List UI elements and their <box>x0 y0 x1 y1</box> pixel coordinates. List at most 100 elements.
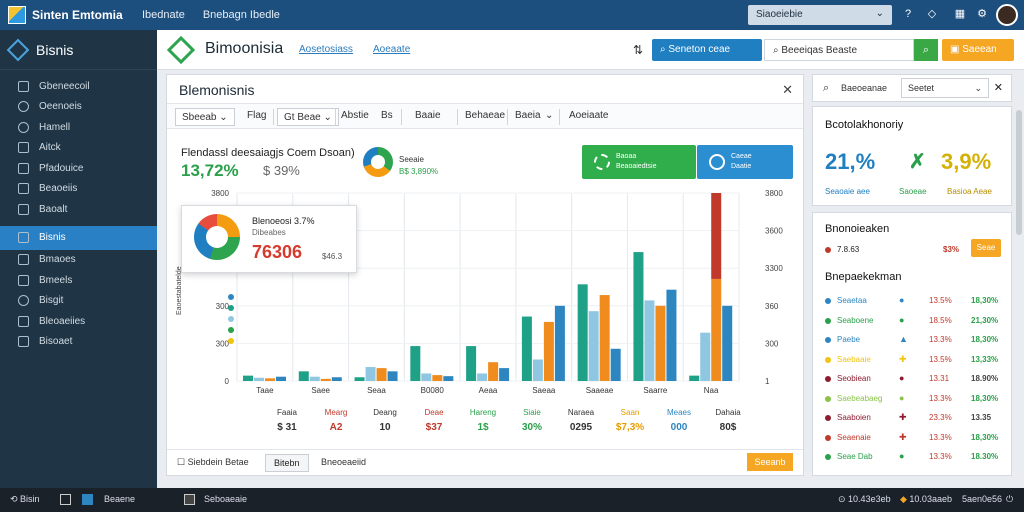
search-input[interactable]: ⌕ Beeeiqas Beaste <box>764 39 914 61</box>
y-axis-label: Eaoestabatelde <box>176 266 183 315</box>
sidebar-item-bisnis[interactable]: Bisnis <box>0 225 157 250</box>
list-item[interactable]: 7.8.63 $3% <box>825 244 1005 258</box>
list-item-value: 13.31 <box>929 374 950 383</box>
toolbar-dropdown[interactable]: Gt Beae ⌄ <box>277 108 339 126</box>
search-icon[interactable]: ⌕ <box>823 82 830 94</box>
toolbar-item[interactable]: Aoeiaate <box>569 110 609 121</box>
chart-bar <box>722 305 733 381</box>
kpi-card-blue[interactable]: Caeae Daatie <box>697 145 793 179</box>
toolbar-dropdown-value: Sbeeab <box>182 112 217 123</box>
toolbar-item[interactable]: Bs <box>381 110 393 121</box>
taskbar: ⟲ Bisin Beaene Seboaeaie ⊙ 10.43e3eb ◆ 1… <box>0 488 1024 512</box>
avatar[interactable] <box>996 4 1018 26</box>
sidebar-item-bmaoes[interactable]: Bmaoes <box>0 250 157 271</box>
tray-item[interactable]: 5aen0e56 <box>962 494 1003 504</box>
list-item[interactable]: Seaenaie ✚ 13.3% 18,30% <box>825 432 1005 446</box>
toolbar-dropdown[interactable]: Sbeeab ⌄ <box>175 108 235 126</box>
top-menu-item[interactable]: Ibednate <box>142 9 185 21</box>
tray-item[interactable]: ◆ 10.03aaeb <box>900 494 952 505</box>
footer-item[interactable]: ☐ Siebdein Betae <box>177 457 249 468</box>
table-header: Mearg <box>325 408 348 417</box>
tray-item[interactable]: ⊙ 10.43e3eb <box>838 494 891 505</box>
sidebar-item-label: Bisgit <box>39 295 64 307</box>
bell-icon[interactable]: ◇ <box>927 8 937 20</box>
close-icon[interactable]: ✕ <box>782 82 793 97</box>
primary-action-label: Seneton ceae <box>668 44 731 55</box>
list-item[interactable]: Saaboien ✚ 23.3% 13.35 <box>825 412 1005 426</box>
sort-icon[interactable]: ⇅ <box>633 43 644 57</box>
list-item[interactable]: Saebeabaeg ● 13.3% 18,30% <box>825 393 1005 407</box>
close-icon[interactable]: ✕ <box>993 82 1003 94</box>
toolbar-item[interactable]: Abstie <box>341 110 369 121</box>
taskbar-item[interactable]: Beaene <box>104 494 136 504</box>
sidebar-item-hamell[interactable]: Hamell <box>0 117 157 138</box>
primary-action-button[interactable]: ⌕ Seneton ceae <box>652 39 762 61</box>
marker-icon: ✚ <box>899 412 907 422</box>
footer-action-button[interactable]: Seeanb <box>747 453 793 471</box>
app-icon[interactable] <box>82 494 93 505</box>
list-item-change: 18,30% <box>971 432 999 442</box>
footer-item-label: Siebdein Betae <box>187 457 249 467</box>
sidebar-item-bisoaet[interactable]: Bisoaet <box>0 332 157 353</box>
start-label: Bisin <box>20 494 40 504</box>
table-header: Meaes <box>667 408 691 417</box>
window-icon[interactable] <box>60 494 71 505</box>
tray-item-label: 10.43e3eb <box>848 494 891 504</box>
list-item[interactable]: Saebaaie ✚ 13.5% 13,33% <box>825 354 1005 368</box>
sidebar-item-bleoaeiies[interactable]: Bleoaeiies <box>0 311 157 332</box>
footer-item[interactable]: Bneoeaeiid <box>321 457 367 467</box>
sidebar-item-beaoeiis[interactable]: Beaoeiis <box>0 179 157 200</box>
list-item[interactable]: Seobiean ● 13.31 18.90% <box>825 373 1005 387</box>
top-search-dropdown[interactable]: Siaoeiebie ⌄ <box>748 5 892 25</box>
toolbar-item[interactable]: Behaeae <box>465 110 506 121</box>
sidebar-item-bisgit[interactable]: Bisgit <box>0 291 157 312</box>
header-link[interactable]: Aosetosiass <box>299 44 353 55</box>
marker-icon: ● <box>899 314 905 325</box>
top-menu-item[interactable]: Bnebagn Ibedle <box>202 9 280 21</box>
toolbar-item[interactable]: Baeia <box>515 110 541 121</box>
list-item-name: Seae Dab <box>837 452 873 461</box>
chart-bar <box>365 367 376 381</box>
calendar-icon[interactable]: ▦ <box>954 8 966 20</box>
status-dot <box>825 356 831 363</box>
app-icon[interactable] <box>184 494 195 505</box>
right-tab-label[interactable]: Baeoeanae <box>841 83 888 93</box>
toolbar-item[interactable]: Flag <box>247 110 267 121</box>
panel-toolbar: Sbeeab ⌄ Flag Gt Beae ⌄ Abstie Bs Baaie … <box>167 103 803 129</box>
chart-icon <box>18 254 29 266</box>
search-button[interactable]: ⌕ <box>914 39 938 61</box>
taskbar-item[interactable]: Seboaeaie <box>204 494 248 504</box>
header-link[interactable]: Aoeaate <box>373 44 411 55</box>
settings-icon[interactable]: ⚙ <box>977 8 987 20</box>
list-action-button[interactable]: Seae <box>971 239 1001 257</box>
list-item[interactable]: Paebe ▲ 13.3% 18,30% <box>825 334 1005 348</box>
help-icon[interactable]: ? <box>904 8 912 20</box>
chart-bar <box>243 375 253 381</box>
right-dropdown[interactable]: Seetet ⌄ <box>901 78 989 98</box>
start-button[interactable]: ⟲ Bisin <box>10 494 40 505</box>
doc-icon <box>18 274 29 286</box>
sidebar-brand[interactable]: Bisnis <box>0 30 157 70</box>
toolbar-item[interactable]: Baaie <box>415 110 441 121</box>
kpi-card-green[interactable]: Baoaa Beaoaiedtsie <box>582 145 696 179</box>
action-button[interactable]: ▣ Saeean <box>942 39 1014 61</box>
chevron-down-icon[interactable]: ⌄ <box>545 110 554 121</box>
list-item-change: 13,33% <box>971 354 999 364</box>
sidebar-item-aitck[interactable]: Aitck <box>0 138 157 159</box>
sidebar-item-pfadouice[interactable]: Pfadouice <box>0 158 157 179</box>
table-value: 000 <box>671 422 688 433</box>
sidebar-item-bmeels[interactable]: Bmeels <box>0 270 157 291</box>
list-item[interactable]: Seae Dab ● 13.3% 18.30% <box>825 451 1005 465</box>
list-item[interactable]: Seaboene ● 18.5% 21,30% <box>825 315 1005 329</box>
list-item[interactable]: Seaetaa ● 13.5% 18,30% <box>825 295 1005 309</box>
chart-bar <box>532 359 543 381</box>
footer-button[interactable]: Bitebn <box>265 454 309 472</box>
list-item-value: 13.3% <box>929 432 952 442</box>
chart-bar-cap <box>711 193 722 279</box>
power-icon[interactable]: ⏻ <box>1006 494 1014 504</box>
sidebar-item-baoalt[interactable]: Baoalt <box>0 199 157 220</box>
scrollbar[interactable] <box>1016 110 1022 235</box>
sidebar-item-gbeneecoil[interactable]: Gbeneecoil <box>0 76 157 97</box>
doc-icon <box>18 203 29 215</box>
sidebar-item-oeenoeis[interactable]: Oeenoeis <box>0 97 157 118</box>
